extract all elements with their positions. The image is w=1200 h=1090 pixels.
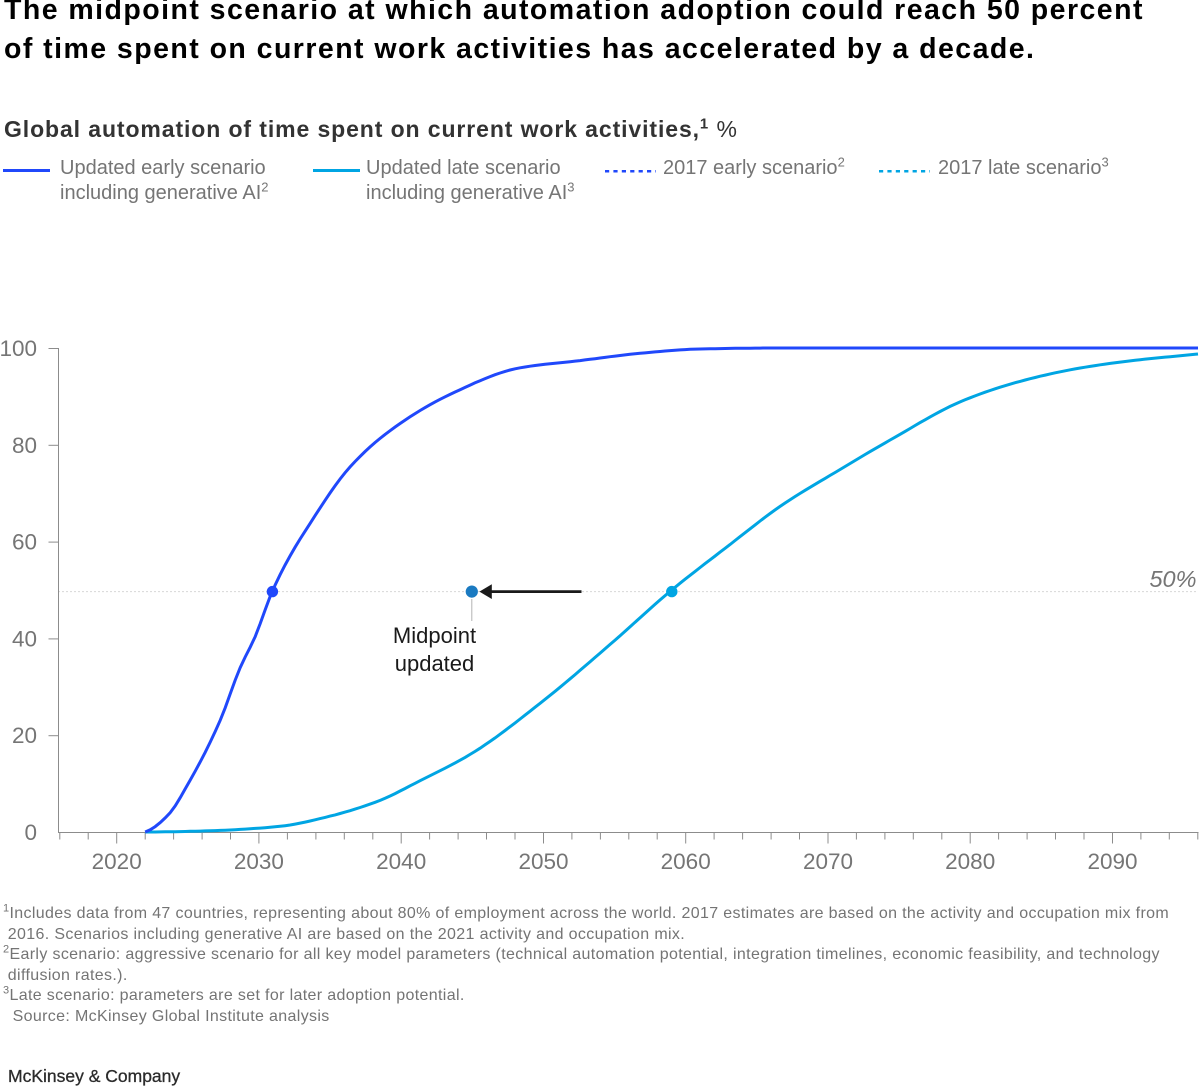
svg-text:2060: 2060 — [661, 849, 711, 874]
svg-text:50%: 50% — [1149, 566, 1196, 592]
svg-text:2080: 2080 — [945, 849, 995, 874]
svg-text:2040: 2040 — [376, 849, 426, 874]
svg-text:2090: 2090 — [1087, 849, 1137, 874]
svg-text:2030: 2030 — [234, 849, 284, 874]
svg-text:2070: 2070 — [803, 849, 853, 874]
svg-text:80: 80 — [12, 433, 37, 458]
svg-text:Midpoint: Midpoint — [393, 623, 476, 648]
svg-text:2020: 2020 — [92, 849, 142, 874]
svg-text:0: 0 — [24, 820, 37, 845]
svg-text:20: 20 — [12, 723, 37, 748]
svg-text:60: 60 — [12, 530, 37, 555]
svg-text:updated: updated — [395, 651, 475, 676]
svg-text:40: 40 — [12, 626, 37, 651]
svg-text:2050: 2050 — [518, 849, 568, 874]
svg-text:100: 100 — [0, 336, 37, 361]
